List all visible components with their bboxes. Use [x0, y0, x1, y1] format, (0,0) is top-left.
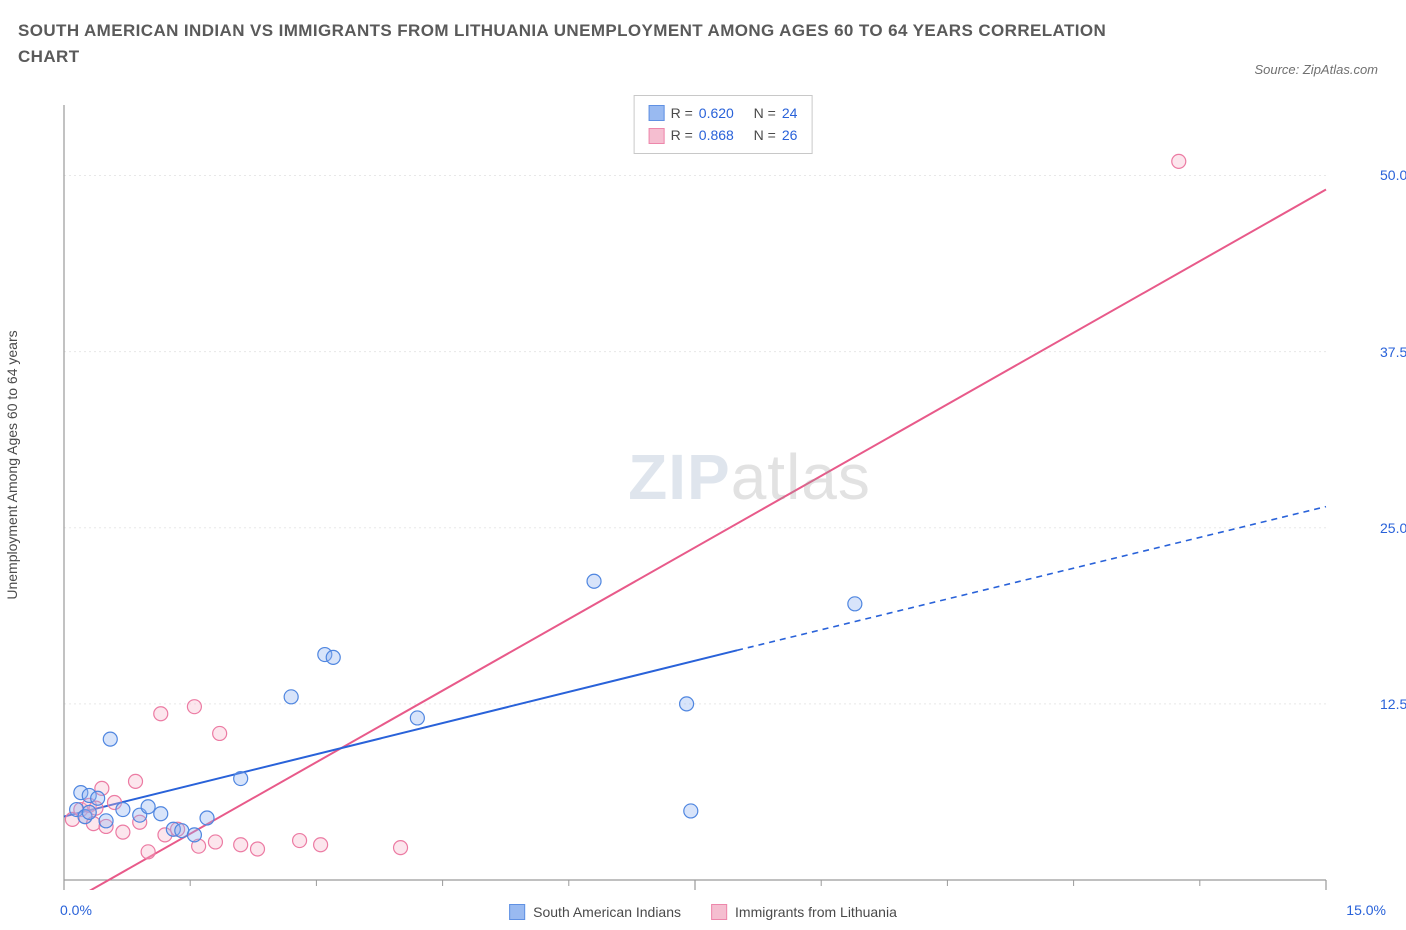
legend-r-label: R = [671, 102, 693, 124]
chart-plot-area: R = 0.620 N = 24 R = 0.868 N = 26 ZIPatl… [60, 95, 1386, 890]
source-attribution: Source: ZipAtlas.com [1254, 62, 1378, 77]
series-legend: South American Indians Immigrants from L… [509, 904, 897, 920]
chart-header: SOUTH AMERICAN INDIAN VS IMMIGRANTS FROM… [18, 18, 1388, 69]
series-label-pink: Immigrants from Lithuania [735, 904, 897, 920]
scatter-plot-svg [60, 95, 1386, 890]
legend-swatch-blue-icon [509, 904, 525, 920]
legend-swatch-pink-icon [711, 904, 727, 920]
chart-title: SOUTH AMERICAN INDIAN VS IMMIGRANTS FROM… [18, 18, 1118, 69]
y-tick-label: 37.5% [1380, 344, 1406, 360]
y-axis-label: Unemployment Among Ages 60 to 64 years [4, 330, 20, 599]
x-axis-min-label: 0.0% [60, 902, 92, 918]
legend-n-label: N = [754, 124, 776, 146]
legend-n-label: N = [754, 102, 776, 124]
legend-row-blue: R = 0.620 N = 24 [649, 102, 798, 124]
legend-swatch-blue [649, 105, 665, 121]
legend-n-value-pink: 26 [782, 124, 798, 146]
legend-n-value-blue: 24 [782, 102, 798, 124]
series-label-blue: South American Indians [533, 904, 681, 920]
series-legend-pink: Immigrants from Lithuania [711, 904, 897, 920]
legend-r-value-pink: 0.868 [699, 124, 734, 146]
x-axis-max-label: 15.0% [1346, 902, 1386, 918]
y-tick-label: 50.0% [1380, 167, 1406, 183]
y-tick-label: 12.5% [1380, 696, 1406, 712]
legend-row-pink: R = 0.868 N = 26 [649, 124, 798, 146]
correlation-legend-box: R = 0.620 N = 24 R = 0.868 N = 26 [634, 95, 813, 154]
legend-r-value-blue: 0.620 [699, 102, 734, 124]
legend-r-label: R = [671, 124, 693, 146]
series-legend-blue: South American Indians [509, 904, 681, 920]
legend-swatch-pink [649, 128, 665, 144]
y-tick-label: 25.0% [1380, 520, 1406, 536]
